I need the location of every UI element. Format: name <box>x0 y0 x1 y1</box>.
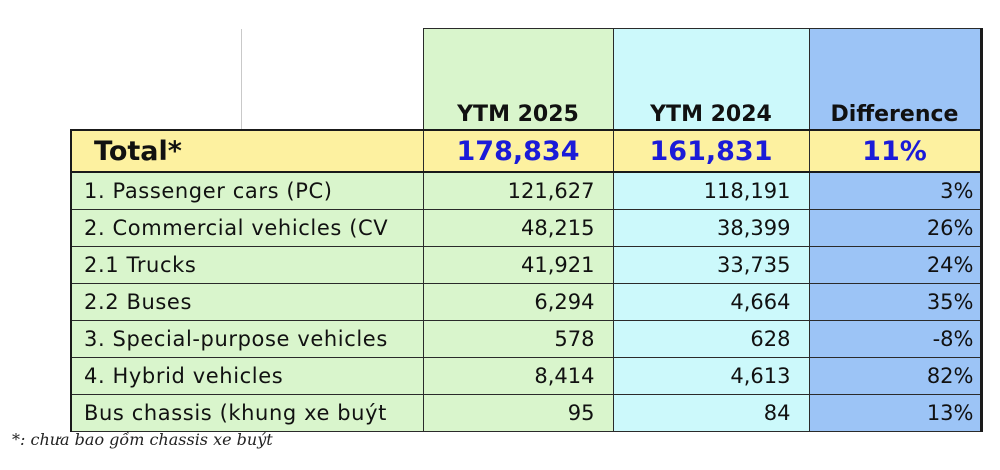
row-ytm-2025: 6,294 <box>422 283 614 321</box>
row-difference: 35% <box>808 283 983 321</box>
header-ytm-2024: YTM 2024 <box>612 28 810 131</box>
row-ytm-2024: 628 <box>612 320 810 358</box>
row-label: 1. Passenger cars (PC) <box>70 171 424 210</box>
table-row: 2. Commercial vehicles (CV 48,215 38,399… <box>70 209 983 247</box>
table-row: 2.2 Buses 6,294 4,664 35% <box>70 283 983 321</box>
table-row: Bus chassis (khung xe buýt 95 84 13% <box>70 394 983 432</box>
row-ytm-2025: 121,627 <box>422 171 614 210</box>
row-difference: 13% <box>808 394 983 432</box>
row-ytm-2024: 84 <box>612 394 810 432</box>
table-row: 2.1 Trucks 41,921 33,735 24% <box>70 246 983 284</box>
row-difference: 82% <box>808 357 983 395</box>
footnote: *: chưa bao gồm chassis xe buýt <box>12 430 273 449</box>
row-difference: 26% <box>808 209 983 247</box>
row-difference: 24% <box>808 246 983 284</box>
row-label: Bus chassis (khung xe buýt <box>70 394 424 432</box>
row-label: 3. Special-purpose vehicles <box>70 320 424 358</box>
row-label: 2.1 Trucks <box>70 246 424 284</box>
header-blank-cell <box>241 28 423 130</box>
row-ytm-2025: 48,215 <box>422 209 614 247</box>
row-label: 2.2 Buses <box>70 283 424 321</box>
header-ytm-2025: YTM 2025 <box>422 28 614 131</box>
table-row: 3. Special-purpose vehicles 578 628 -8% <box>70 320 983 358</box>
row-ytm-2025: 41,921 <box>422 246 614 284</box>
total-label: Total* <box>70 129 424 173</box>
row-ytm-2024: 118,191 <box>612 171 810 210</box>
table-row: 1. Passenger cars (PC) 121,627 118,191 3… <box>70 171 983 210</box>
row-ytm-2025: 8,414 <box>422 357 614 395</box>
row-label: 2. Commercial vehicles (CV <box>70 209 424 247</box>
row-ytm-2024: 33,735 <box>612 246 810 284</box>
header-row: YTM 2025 YTM 2024 Difference <box>71 28 983 131</box>
row-ytm-2024: 4,613 <box>612 357 810 395</box>
header-difference: Difference <box>808 28 983 131</box>
total-row: Total* 178,834 161,831 11% <box>70 129 983 173</box>
row-ytm-2024: 4,664 <box>612 283 810 321</box>
sales-table: YTM 2025 YTM 2024 Difference Total* 178,… <box>70 28 983 432</box>
row-difference: -8% <box>808 320 983 358</box>
total-difference: 11% <box>808 129 983 173</box>
total-ytm-2024: 161,831 <box>612 129 810 173</box>
table-row: 4. Hybrid vehicles 8,414 4,613 82% <box>70 357 983 395</box>
row-label: 4. Hybrid vehicles <box>70 357 424 395</box>
row-difference: 3% <box>808 171 983 210</box>
row-ytm-2024: 38,399 <box>612 209 810 247</box>
total-ytm-2025: 178,834 <box>422 129 614 173</box>
row-ytm-2025: 95 <box>422 394 614 432</box>
row-ytm-2025: 578 <box>422 320 614 358</box>
header-blank-cell <box>71 28 242 130</box>
